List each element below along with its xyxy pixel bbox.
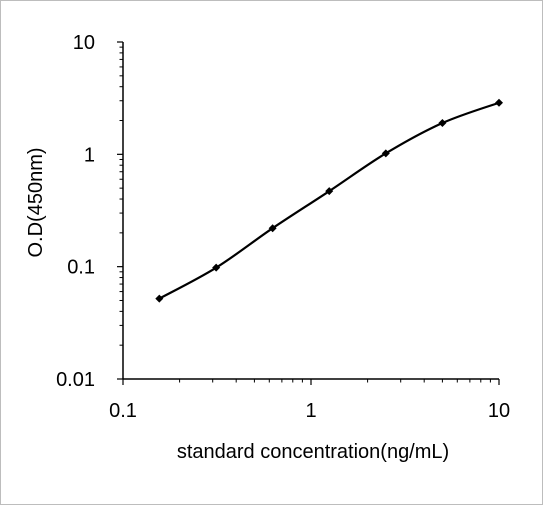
data-point	[155, 294, 164, 303]
data-point	[495, 98, 503, 107]
data-point	[268, 224, 277, 233]
y-axis-title: O.D(450nm)	[25, 147, 47, 257]
y-tick-label: 0.1	[67, 257, 95, 279]
series-line	[158, 101, 500, 300]
data-point	[438, 119, 447, 128]
series	[155, 98, 503, 303]
tick-labels: 10 1 0.1 0.01 0.1 1 10	[56, 32, 510, 422]
x-tick-label: 1	[305, 400, 316, 422]
y-tick-label: 1	[84, 144, 95, 166]
data-point	[325, 187, 334, 196]
x-axis-title: standard concentration(ng/mL)	[177, 441, 449, 463]
data-point	[381, 149, 390, 158]
data-point	[212, 263, 221, 272]
ticks	[117, 41, 500, 385]
x-tick-label: 0.1	[109, 400, 137, 422]
x-tick-label: 10	[488, 400, 510, 422]
axes	[122, 42, 499, 380]
y-tick-label: 0.01	[56, 369, 95, 391]
y-tick-label: 10	[73, 32, 95, 54]
